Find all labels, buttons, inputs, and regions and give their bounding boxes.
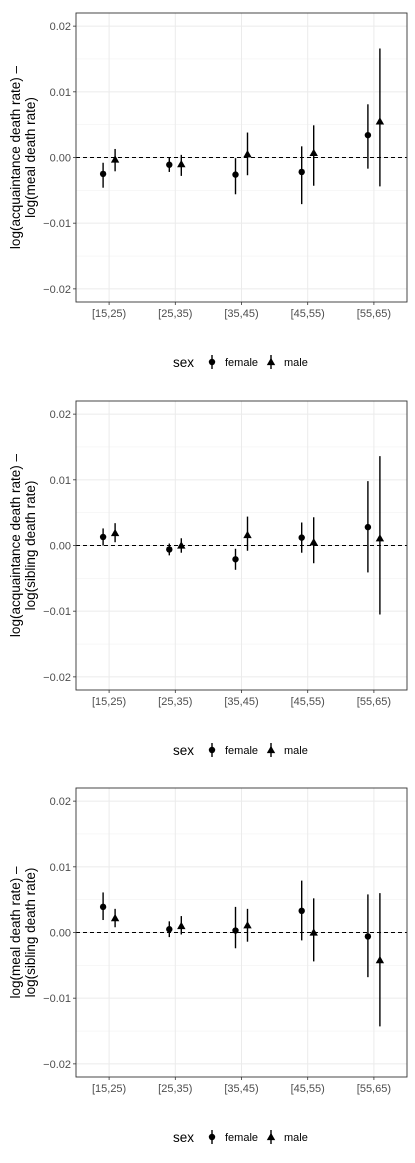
x-tick-label: [25,35)	[158, 696, 192, 708]
panel-3: −0.02 −0.01 0.00 0.01 0.02 [15,25) [25,35) [35,…	[8, 787, 408, 1145]
legend-key-triangle	[266, 1132, 276, 1141]
plot-border	[75, 787, 408, 1078]
x-tick-label: [45,55)	[291, 308, 325, 320]
legend-key-circle	[208, 358, 216, 366]
y-axis-label: log(acquaintance death rate) –log(siblin…	[8, 453, 38, 637]
legend: sex female male	[173, 743, 308, 758]
x-tick-label: [55,65)	[357, 696, 391, 708]
legend-title: sex	[173, 355, 194, 370]
point-male	[110, 913, 120, 922]
x-tick-label: [35,45)	[224, 1083, 258, 1095]
point-male	[309, 148, 318, 157]
plot-border	[75, 400, 408, 691]
y-axis-label-line: log(acquaintance death rate) –	[8, 453, 23, 637]
y-tick-label: 0.00	[50, 153, 71, 165]
x-tick-label: [35,45)	[224, 308, 258, 320]
point-male	[243, 150, 252, 158]
point-male	[177, 541, 186, 549]
y-axis-label-line: log(meal death rate)	[23, 97, 38, 218]
legend-key-triangle	[266, 745, 276, 754]
x-tick-label: [55,65)	[357, 1083, 391, 1095]
y-axis-label: log(meal death rate) –log(sibling death …	[8, 866, 38, 999]
point-female	[298, 907, 305, 915]
point-female	[166, 926, 173, 933]
plot-border	[75, 12, 408, 303]
legend: sex female male	[173, 355, 308, 370]
point-male	[177, 921, 186, 930]
point-male	[309, 928, 318, 936]
x-tick-label: [45,55)	[291, 696, 325, 708]
panel-1: −0.02 −0.01 0.00 0.01 0.02 [15,25) [25,35) [35,…	[8, 12, 408, 370]
point-male	[110, 155, 120, 163]
y-tick-label: 0.01	[50, 87, 71, 99]
legend-label-female: female	[225, 1132, 258, 1144]
point-male	[375, 534, 385, 542]
point-male	[309, 538, 318, 546]
point-male	[177, 159, 186, 168]
y-tick-label: 0.00	[50, 928, 71, 940]
legend-label-female: female	[225, 357, 258, 369]
legend-key-circle	[208, 1133, 216, 1141]
legend-label-male: male	[284, 745, 308, 757]
x-tick-label: [45,55)	[291, 1083, 325, 1095]
legend-title: sex	[173, 1130, 194, 1145]
y-tick-label: 0.02	[50, 21, 71, 33]
point-female	[232, 171, 239, 178]
legend-key-circle	[208, 746, 216, 754]
y-tick-label: −0.01	[43, 218, 71, 230]
point-male	[110, 528, 120, 537]
legend-title: sex	[173, 743, 194, 758]
y-tick-label: 0.02	[50, 796, 71, 808]
x-tick-label: [35,45)	[224, 696, 258, 708]
y-axis-label-line: log(meal death rate) –	[8, 866, 23, 999]
point-female	[166, 546, 173, 553]
x-tick-label: [25,35)	[158, 1083, 192, 1095]
y-tick-label: 0.00	[50, 541, 71, 553]
point-female	[364, 523, 372, 531]
x-tick-label: [15,25)	[92, 308, 126, 320]
x-tick-label: [55,65)	[357, 308, 391, 320]
x-tick-label: [15,25)	[92, 1083, 126, 1095]
x-tick-label: [15,25)	[92, 696, 126, 708]
y-tick-label: 0.02	[50, 409, 71, 421]
point-male	[375, 117, 385, 125]
legend-label-male: male	[284, 357, 308, 369]
point-female	[99, 903, 107, 911]
y-tick-label: −0.02	[43, 1059, 71, 1071]
point-male	[243, 921, 252, 929]
point-female	[99, 533, 107, 541]
legend: sex female male	[173, 1130, 308, 1145]
point-male	[375, 955, 385, 964]
y-tick-label: 0.01	[50, 475, 71, 487]
point-female	[99, 170, 107, 178]
panel-2: −0.02 −0.01 0.00 0.01 0.02 [15,25) [25,35) [35,…	[8, 400, 408, 758]
point-female	[232, 927, 239, 934]
legend-label-female: female	[225, 745, 258, 757]
y-tick-label: −0.02	[43, 672, 71, 684]
y-axis-label-line: log(sibling death rate)	[23, 868, 38, 998]
point-female	[298, 168, 305, 176]
point-female	[166, 161, 173, 168]
legend-key-triangle	[266, 357, 276, 366]
point-female	[232, 556, 239, 563]
legend-label-male: male	[284, 1132, 308, 1144]
point-female	[298, 534, 305, 541]
y-tick-label: 0.01	[50, 862, 71, 874]
y-tick-label: −0.01	[43, 606, 71, 618]
y-axis-label: log(acquaintance death rate) –log(meal d…	[8, 65, 38, 249]
x-tick-label: [25,35)	[158, 308, 192, 320]
y-axis-label-line: log(sibling death rate)	[23, 481, 38, 611]
y-tick-label: −0.02	[43, 284, 71, 296]
point-female	[364, 933, 372, 940]
point-female	[364, 131, 372, 139]
point-male	[243, 530, 252, 539]
y-tick-label: −0.01	[43, 993, 71, 1005]
y-axis-label-line: log(acquaintance death rate) –	[8, 65, 23, 249]
